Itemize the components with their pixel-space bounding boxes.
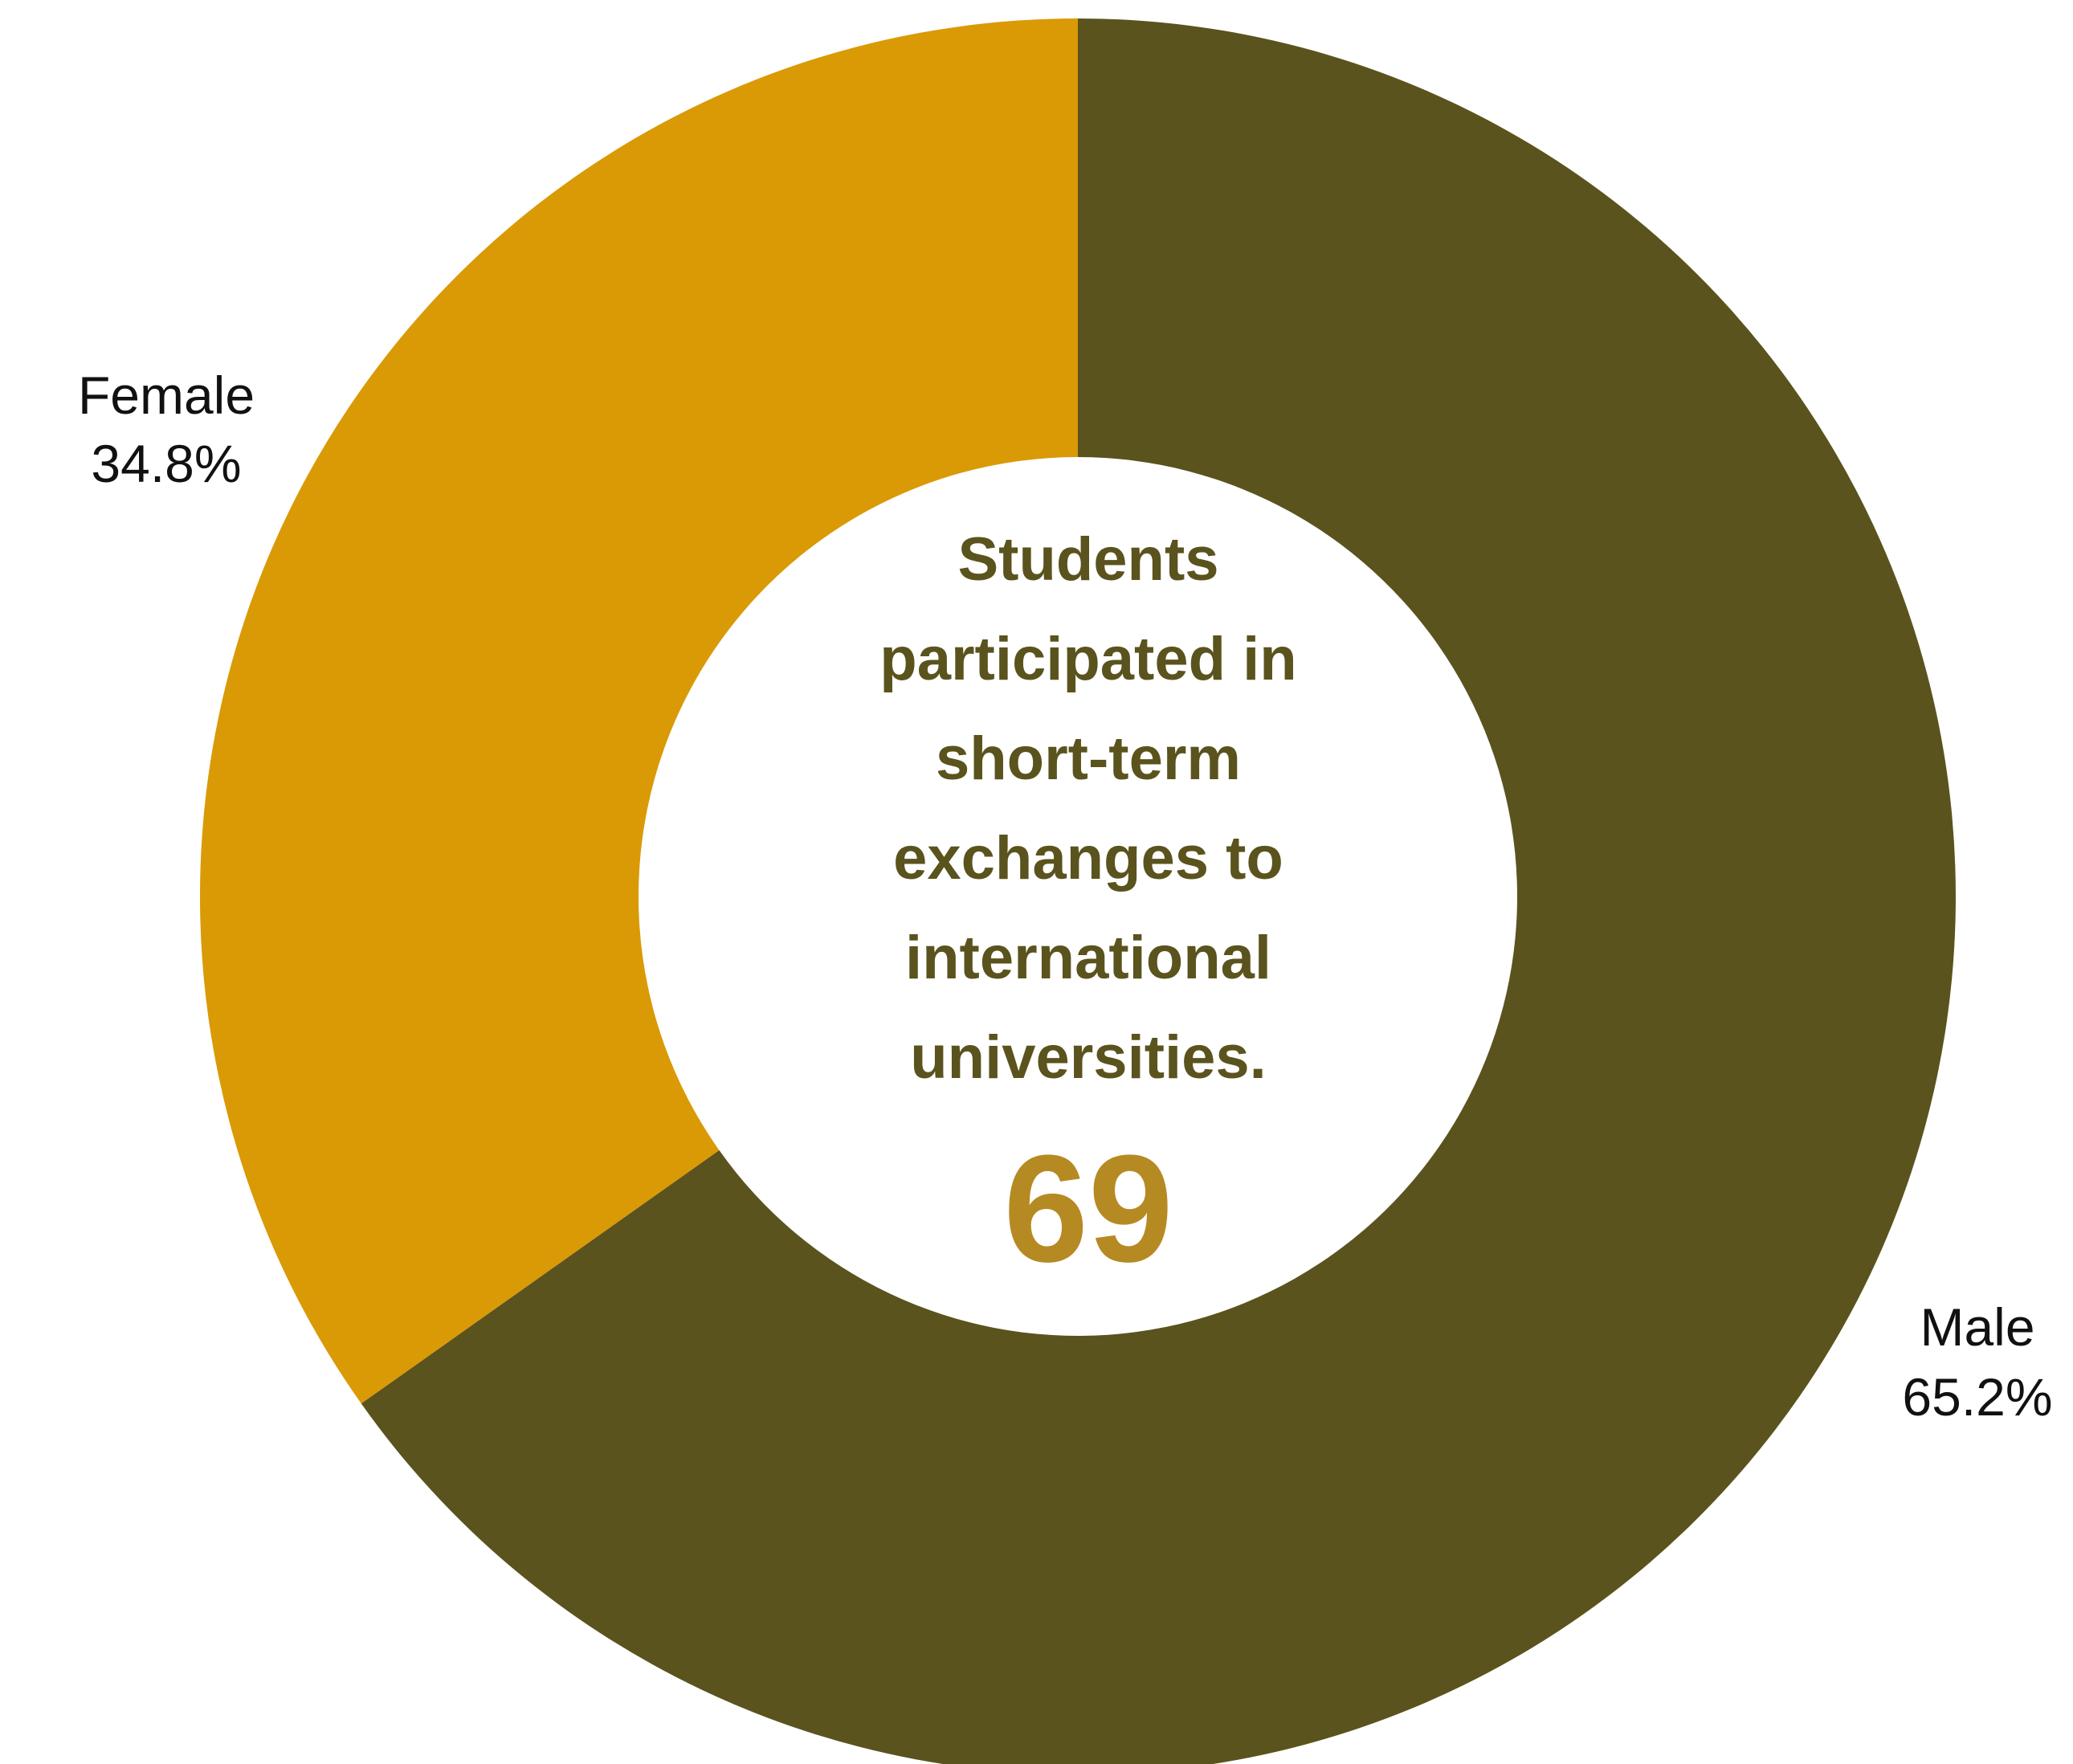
center-line-4: exchanges to: [893, 824, 1283, 892]
center-line-1: Students: [957, 525, 1218, 594]
center-line-2: participated in: [879, 625, 1296, 693]
center-caption: Students participated in short-term exch…: [879, 525, 1296, 1294]
center-line-3: short-term: [936, 725, 1241, 793]
slice-label-female: Female: [78, 365, 255, 425]
slice-female: [199, 18, 1078, 1404]
chart-slices: [199, 18, 1956, 1764]
slice-value-female: 34.8%: [91, 434, 241, 493]
slice-male: [361, 18, 1956, 1764]
center-value: 69: [1003, 1124, 1173, 1294]
slice-value-male: 65.2%: [1902, 1367, 2052, 1427]
slice-label-male: Male: [1920, 1297, 2034, 1357]
slice-labels: Female 34.8% Male 65.2%: [78, 365, 2053, 1427]
center-line-5: international: [905, 924, 1271, 992]
center-line-6: universities.: [910, 1023, 1267, 1092]
